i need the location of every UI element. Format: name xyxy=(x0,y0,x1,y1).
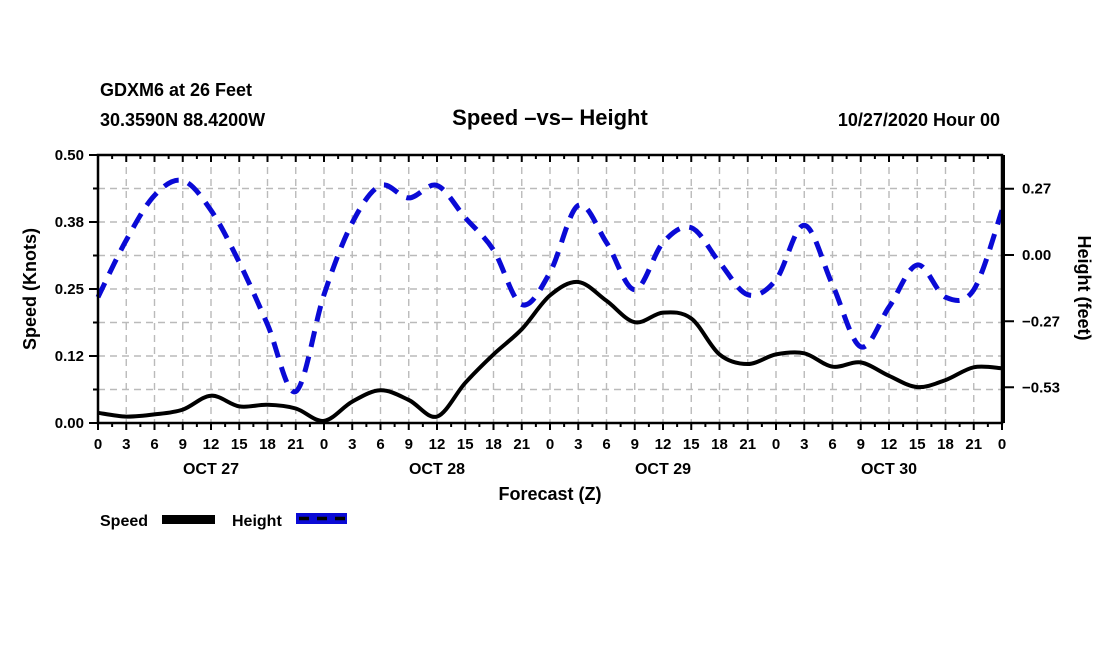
left-tick-label: 0.00 xyxy=(55,415,84,432)
x-tick-label: 9 xyxy=(179,436,187,453)
right-tick-label: −0.53 xyxy=(1022,379,1060,396)
left-tick-label: 0.38 xyxy=(55,214,84,231)
x-tick-label: 0 xyxy=(998,436,1006,453)
x-tick-label: 0 xyxy=(772,436,780,453)
x-tick-label: 18 xyxy=(711,436,728,453)
x-tick-label: 15 xyxy=(683,436,700,453)
x-tick-label: 12 xyxy=(429,436,446,453)
x-tick-label: 21 xyxy=(965,436,982,453)
right-axis-title: Height (feet) xyxy=(1074,236,1094,341)
x-tick-label: 15 xyxy=(231,436,248,453)
speed-line-swatch xyxy=(162,515,215,524)
x-tick-label: 15 xyxy=(909,436,926,453)
x-tick-label: 0 xyxy=(320,436,328,453)
legend-speed-label: Speed xyxy=(100,513,148,530)
data-curves xyxy=(95,177,1005,423)
axes-and-ticks xyxy=(89,153,1014,430)
x-axis-title: Forecast (Z) xyxy=(498,484,601,504)
grid-lines xyxy=(98,155,1002,423)
x-tick-label: 21 xyxy=(513,436,530,453)
legend: Speed Height xyxy=(100,513,347,530)
x-tick-label: 6 xyxy=(150,436,158,453)
x-tick-label: 0 xyxy=(94,436,102,453)
right-tick-label: 0.27 xyxy=(1022,181,1051,198)
tick-labels: 0 3 6 9 12 15 18 21 0 3 6 9 12 15 18 21 0 3 6 9 12 15 18 21 0 3 6 9… xyxy=(55,147,1060,478)
x-tick-label: 12 xyxy=(203,436,220,453)
forecast-datetime: 10/27/2020 Hour 00 xyxy=(838,110,1000,130)
day-label: OCT 28 xyxy=(409,461,465,478)
day-label: OCT 30 xyxy=(861,461,917,478)
x-tick-label: 15 xyxy=(457,436,474,453)
left-axis-title: Speed (Knots) xyxy=(20,228,40,350)
station-id: GDXM6 at 26 Feet xyxy=(100,80,252,100)
speed-curve xyxy=(97,279,1003,423)
station-coordinates: 30.3590N 88.4200W xyxy=(100,110,265,130)
x-tick-label: 18 xyxy=(259,436,276,453)
day-label: OCT 29 xyxy=(635,461,691,478)
x-tick-label: 0 xyxy=(546,436,554,453)
legend-height-label: Height xyxy=(232,513,282,530)
x-tick-label: 3 xyxy=(800,436,808,453)
x-tick-label: 9 xyxy=(857,436,865,453)
x-tick-label: 12 xyxy=(655,436,672,453)
x-tick-label: 6 xyxy=(828,436,836,453)
x-tick-label: 3 xyxy=(574,436,582,453)
x-tick-label: 3 xyxy=(122,436,130,453)
x-tick-label: 3 xyxy=(348,436,356,453)
day-label: OCT 27 xyxy=(183,461,239,478)
x-tick-label: 12 xyxy=(881,436,898,453)
x-tick-label: 9 xyxy=(405,436,413,453)
x-tick-label: 18 xyxy=(937,436,954,453)
left-tick-label: 0.50 xyxy=(55,147,84,164)
x-tick-label: 6 xyxy=(376,436,384,453)
x-tick-label: 21 xyxy=(739,436,756,453)
left-tick-label: 0.12 xyxy=(55,348,84,365)
chart-title: Speed –vs– Height xyxy=(452,105,648,130)
x-tick-label: 18 xyxy=(485,436,502,453)
x-tick-label: 9 xyxy=(631,436,639,453)
left-tick-label: 0.25 xyxy=(55,281,84,298)
right-tick-label: −0.27 xyxy=(1022,313,1060,330)
x-tick-label: 21 xyxy=(287,436,304,453)
x-tick-label: 6 xyxy=(602,436,610,453)
right-tick-label: 0.00 xyxy=(1022,247,1051,264)
